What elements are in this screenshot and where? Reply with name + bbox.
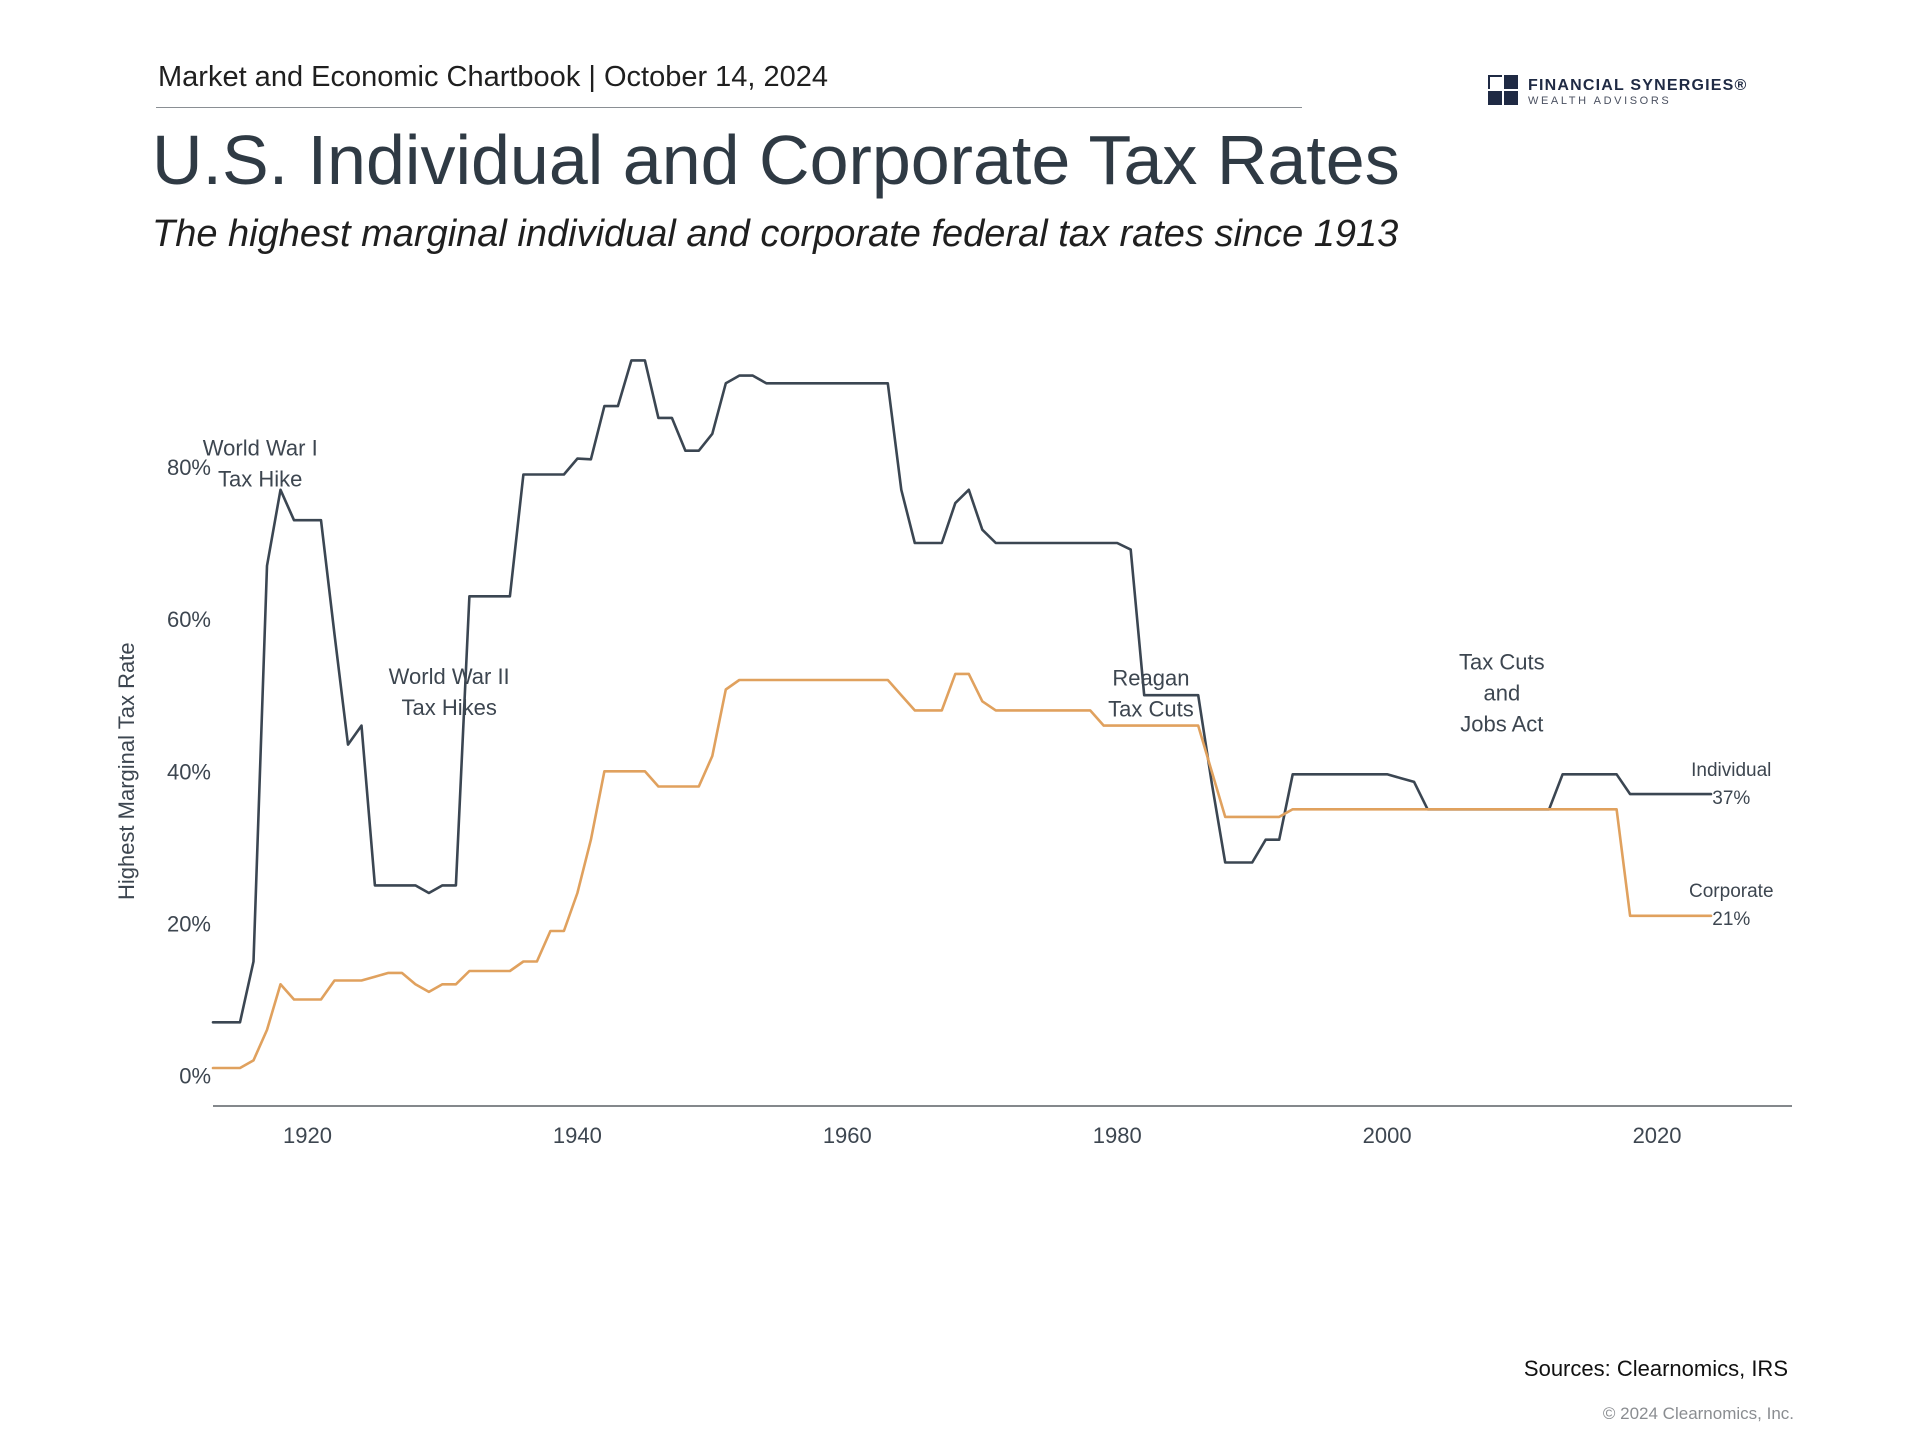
x-tick-label: 2020: [1633, 1123, 1682, 1148]
chartbook-header: Market and Economic Chartbook | October …: [158, 61, 829, 93]
end-label: Individual: [1691, 760, 1771, 781]
page-subtitle: The highest marginal individual and corp…: [152, 213, 1399, 255]
x-tick-label: 1960: [823, 1123, 872, 1148]
annotation-label: World War II: [389, 664, 510, 689]
sources-note: Sources: Clearnomics, IRS: [1523, 1356, 1788, 1381]
x-tick-label: 1940: [553, 1123, 602, 1148]
end-label: 37%: [1712, 788, 1750, 809]
company-logo: FINANCIAL SYNERGIES® WEALTH ADVISORS: [1488, 73, 1808, 113]
y-tick-label: 80%: [167, 455, 211, 480]
annotation-label: Tax Cuts: [1108, 696, 1194, 721]
y-tick-label: 60%: [167, 607, 211, 632]
y-tick-label: 20%: [167, 911, 211, 936]
end-label: Corporate: [1689, 881, 1774, 902]
logo-name: FINANCIAL SYNERGIES®: [1528, 77, 1748, 94]
annotation-label: and: [1483, 680, 1520, 705]
y-tick-label: 40%: [167, 759, 211, 784]
annotation-label: Tax Hike: [218, 467, 302, 492]
y-axis-label: Highest Marginal Tax Rate: [114, 642, 139, 900]
series-line-corporate: [211, 672, 1713, 1070]
annotation-label: Reagan: [1112, 665, 1189, 690]
page-title: U.S. Individual and Corporate Tax Rates: [152, 121, 1400, 199]
header-divider: [156, 107, 1302, 108]
annotation-label: Tax Cuts: [1459, 649, 1545, 674]
annotation-label: Tax Hikes: [401, 695, 496, 720]
y-tick-label: 0%: [179, 1064, 211, 1089]
logo-subtitle: WEALTH ADVISORS: [1528, 95, 1672, 107]
end-label: 21%: [1712, 909, 1750, 930]
logo-mark-icon: [1488, 75, 1518, 105]
copyright-note: © 2024 Clearnomics, Inc.: [1602, 1404, 1794, 1423]
annotation-label: World War I: [203, 436, 318, 461]
x-tick-label: 1920: [283, 1123, 332, 1148]
series-line-individual: [211, 359, 1713, 1024]
x-tick-label: 2000: [1363, 1123, 1412, 1148]
x-tick-label: 1980: [1093, 1123, 1142, 1148]
annotation-label: Jobs Act: [1460, 711, 1543, 736]
